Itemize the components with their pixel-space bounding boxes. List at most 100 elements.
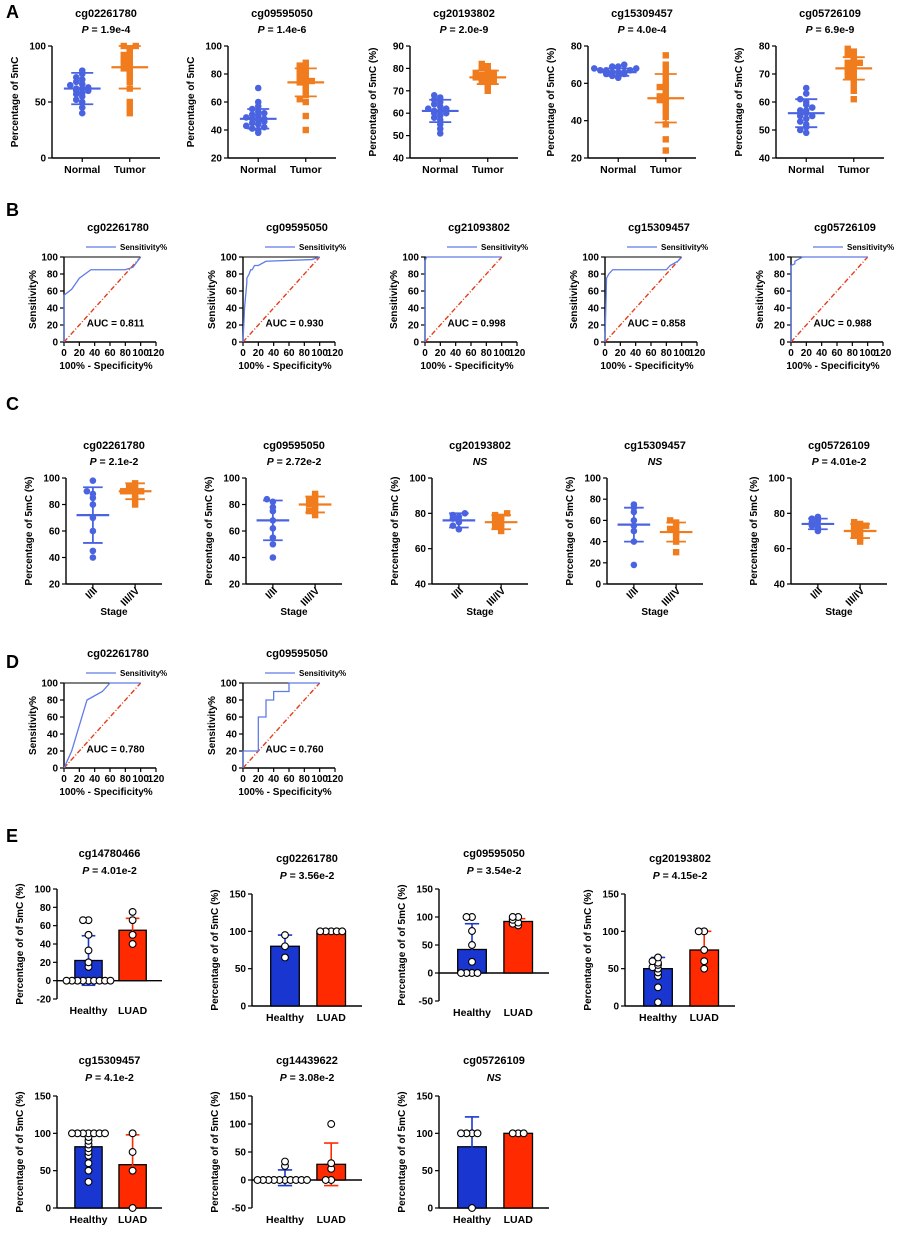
- x-category-label: LUAD: [317, 1012, 347, 1024]
- data-point: [850, 531, 858, 538]
- y-axis-label: Sensitivity%: [28, 696, 39, 755]
- data-point: [630, 501, 638, 508]
- roc-curve: [604, 256, 683, 343]
- chart-title: cg02261780: [276, 853, 338, 865]
- y-tick-label: 40: [774, 580, 786, 591]
- scatter-chart-a-cg09595050: cg09595050 20 40 60 80 100 Percentage of 5mC P …: [186, 8, 336, 176]
- p-value-label: P = 4.01e-2: [812, 456, 867, 468]
- y-tick-label: 60: [590, 516, 602, 527]
- y-axis-label: Percentage of of 5mC (%): [210, 889, 221, 1010]
- y-tick-label: 100: [220, 679, 237, 690]
- data-point: [106, 976, 115, 985]
- y-tick-label: 0: [52, 764, 58, 775]
- chart-title: cg02261780: [75, 8, 137, 20]
- data-point: [490, 69, 497, 77]
- data-point: [632, 65, 640, 72]
- p-value-text: = 1.4e-6: [265, 24, 307, 36]
- y-tick-label: -50: [232, 1204, 247, 1215]
- p-value-text: = 3.56e-2: [287, 870, 335, 882]
- x-axis-label: 100% - Specificity%: [420, 361, 513, 372]
- panel-label-a: A: [6, 2, 19, 22]
- y-tick-label: 40: [571, 116, 583, 127]
- y-tick-label: 40: [226, 304, 238, 315]
- data-point: [796, 118, 804, 125]
- y-tick-label: 80: [759, 42, 771, 53]
- data-point: [457, 969, 465, 977]
- y-tick-label: 40: [408, 304, 420, 315]
- p-value-label: P = 4.01e-2: [82, 865, 137, 877]
- y-tick-label: -50: [419, 997, 434, 1008]
- y-tick-label: 50: [35, 98, 47, 109]
- y-tick-label: 100: [229, 1120, 246, 1131]
- y-tick-label: 0: [593, 338, 599, 349]
- p-value-label: P = 4.15e-2: [653, 870, 708, 882]
- p-value-text: NS: [648, 456, 663, 468]
- chart-title: cg20193802: [449, 440, 511, 452]
- data-point: [662, 147, 669, 154]
- data-point: [260, 109, 268, 117]
- data-point: [242, 122, 250, 130]
- y-tick-label: 100: [220, 253, 237, 264]
- x-category-label: Normal: [788, 164, 824, 176]
- x-axis-label: 100% - Specificity%: [786, 361, 879, 372]
- p-value-text: = 2.1e-2: [97, 456, 139, 468]
- data-point: [126, 110, 133, 117]
- p-value-symbol: P: [440, 24, 448, 36]
- y-axis-label: Sensitivity%: [28, 270, 39, 329]
- y-axis-label: Percentage of of 5mC (%): [210, 1091, 221, 1212]
- data-point: [662, 65, 669, 72]
- data-point: [305, 496, 313, 503]
- data-point: [656, 96, 663, 104]
- data-point: [862, 522, 870, 529]
- x-category-label: Tumor: [290, 164, 322, 176]
- x-category-label: III/IV: [843, 585, 867, 609]
- data-point: [84, 1166, 93, 1175]
- p-value-symbol: P: [82, 865, 90, 877]
- y-tick-label: 100: [205, 42, 222, 53]
- data-point: [72, 74, 80, 81]
- p-value-symbol: P: [267, 456, 275, 468]
- y-axis-label: Percentage of of 5mC (%): [397, 884, 408, 1005]
- x-tick-label: 40: [630, 348, 642, 359]
- roc-curve: [63, 682, 141, 769]
- x-tick-label: 80: [299, 774, 311, 785]
- y-tick-label: 80: [415, 509, 427, 520]
- data-point: [478, 65, 485, 72]
- data-point: [254, 84, 262, 92]
- p-value-text: NS: [487, 1072, 502, 1084]
- y-axis-label: Sensitivity%: [207, 696, 218, 755]
- data-point: [66, 81, 74, 89]
- data-point: [120, 51, 127, 59]
- data-point: [321, 1176, 330, 1184]
- y-tick-label: 100: [34, 1129, 51, 1140]
- bar-chart-e-cg15309457: cg15309457 0 50 100 150 Percentage of of 5mC …: [15, 1055, 162, 1226]
- data-point: [662, 61, 669, 68]
- data-point: [590, 65, 598, 72]
- y-tick-label: 60: [588, 287, 600, 298]
- y-tick-label: 60: [571, 79, 583, 90]
- x-axis-label: 100% - Specificity%: [238, 787, 331, 798]
- data-point: [338, 927, 347, 936]
- auc-label: AUC = 0.930: [265, 319, 324, 330]
- y-tick-label: 60: [393, 109, 405, 120]
- data-point: [316, 927, 325, 936]
- x-axis-label: 100% - Specificity%: [600, 361, 693, 372]
- p-value-text: = 3.08e-2: [287, 1072, 335, 1084]
- y-tick-label: 90: [393, 42, 405, 53]
- y-tick-label: 20: [229, 580, 241, 591]
- y-tick-label: 150: [229, 890, 246, 901]
- data-point: [269, 540, 277, 548]
- bar-chart-e-cg09595050: cg09595050 -50 0 50 100 150 Percentage of of 5…: [397, 848, 549, 1019]
- x-axis-label: Stage: [466, 607, 494, 618]
- chart-title: cg09595050: [251, 8, 313, 20]
- data-point: [128, 916, 137, 925]
- reference-diagonal: [63, 256, 142, 343]
- y-tick-label: 60: [229, 527, 241, 538]
- y-tick-label: 20: [226, 747, 238, 758]
- data-point: [308, 77, 315, 85]
- y-tick-label: 80: [588, 270, 600, 281]
